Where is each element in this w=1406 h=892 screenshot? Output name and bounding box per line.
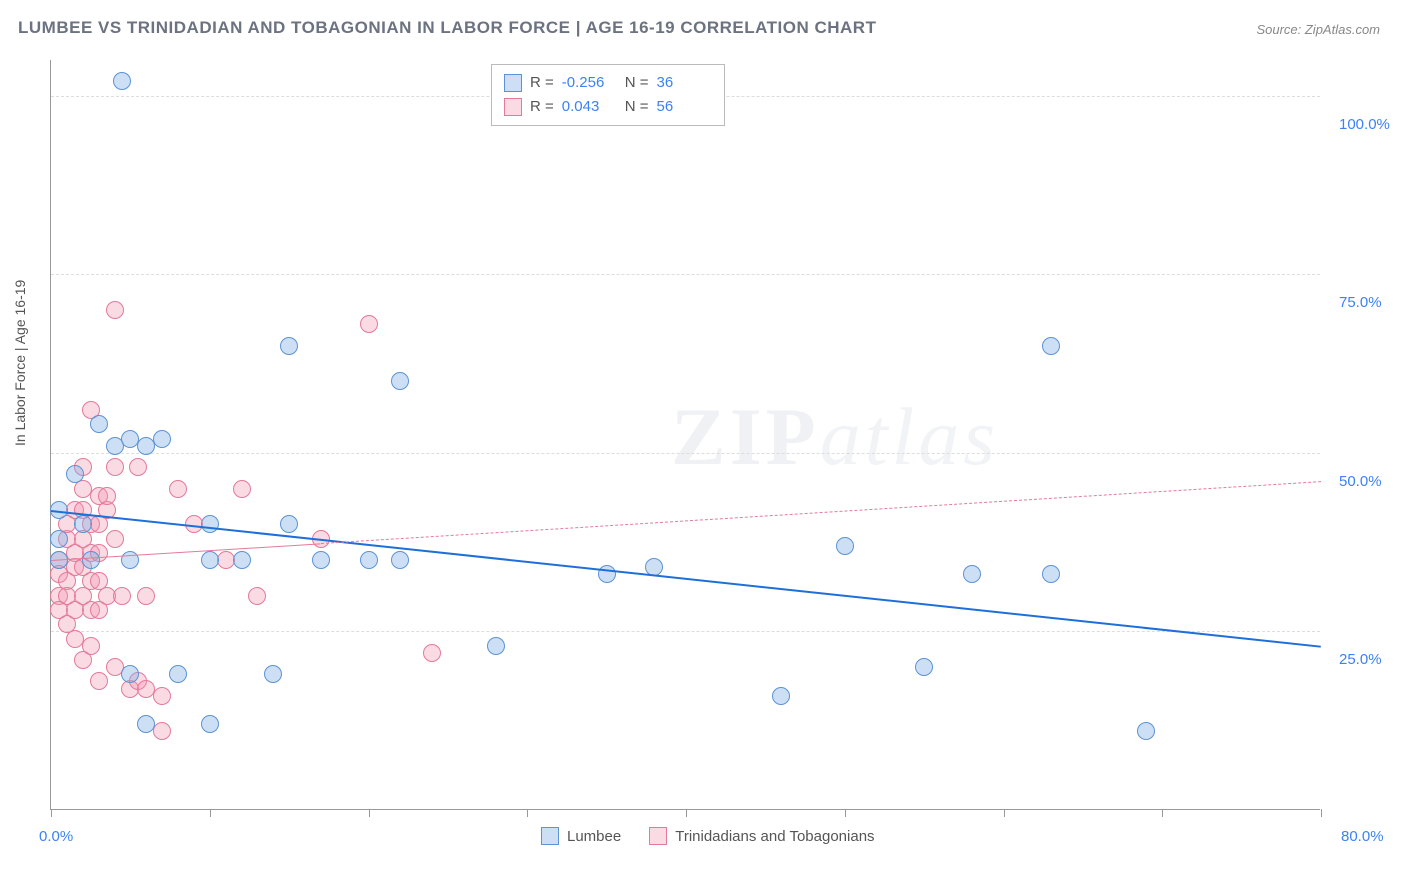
watermark: ZIPatlas xyxy=(671,390,999,484)
trinidadian-point xyxy=(106,458,124,476)
lumbee-point xyxy=(391,551,409,569)
trinidadian-point xyxy=(153,722,171,740)
r-value: 0.043 xyxy=(562,95,617,119)
x-tick-label: 0.0% xyxy=(39,828,73,845)
r-label: R = xyxy=(530,95,554,119)
n-label: N = xyxy=(625,71,649,95)
lumbee-point xyxy=(391,372,409,390)
stats-row: R = 0.043 N = 56 xyxy=(504,95,712,119)
swatch-icon xyxy=(541,827,559,845)
lumbee-point xyxy=(121,665,139,683)
lumbee-point xyxy=(1042,565,1060,583)
lumbee-point xyxy=(82,551,100,569)
trinidadian-point xyxy=(106,530,124,548)
trinidadian-point xyxy=(98,487,116,505)
x-tick xyxy=(845,809,846,817)
trinidadian-point xyxy=(169,480,187,498)
lumbee-point xyxy=(264,665,282,683)
x-tick xyxy=(210,809,211,817)
lumbee-point xyxy=(312,551,330,569)
lumbee-point xyxy=(90,415,108,433)
source-label: Source: ZipAtlas.com xyxy=(1256,22,1380,37)
trinidadian-point xyxy=(106,301,124,319)
plot-area: ZIPatlas 25.0%50.0%75.0%100.0%0.0%80.0%R… xyxy=(50,60,1320,810)
lumbee-point xyxy=(201,715,219,733)
watermark-atlas: atlas xyxy=(820,391,999,482)
y-tick-label: 25.0% xyxy=(1339,651,1382,668)
trinidadian-point xyxy=(248,587,266,605)
lumbee-point xyxy=(201,515,219,533)
x-tick xyxy=(527,809,528,817)
x-tick xyxy=(369,809,370,817)
x-tick-label: 80.0% xyxy=(1341,828,1384,845)
trinidadian-regression-dashed xyxy=(321,481,1321,544)
trinidadian-point xyxy=(90,672,108,690)
lumbee-point xyxy=(137,715,155,733)
lumbee-point xyxy=(66,465,84,483)
trinidadian-point xyxy=(137,587,155,605)
x-tick xyxy=(1321,809,1322,817)
x-tick xyxy=(686,809,687,817)
swatch-icon xyxy=(504,98,522,116)
y-tick-label: 100.0% xyxy=(1339,116,1390,133)
chart-title: LUMBEE VS TRINIDADIAN AND TOBAGONIAN IN … xyxy=(18,18,876,38)
lumbee-point xyxy=(963,565,981,583)
y-tick-label: 50.0% xyxy=(1339,473,1382,490)
lumbee-point xyxy=(360,551,378,569)
lumbee-point xyxy=(169,665,187,683)
n-value: 36 xyxy=(657,71,712,95)
trinidadian-point xyxy=(113,587,131,605)
legend-item: Trinidadians and Tobagonians xyxy=(649,827,874,845)
stats-legend: R = -0.256 N = 36 R = 0.043 N = 56 xyxy=(491,64,725,126)
series-legend: Lumbee Trinidadians and Tobagonians xyxy=(541,827,875,845)
lumbee-point xyxy=(201,551,219,569)
lumbee-point xyxy=(113,72,131,90)
y-tick-label: 75.0% xyxy=(1339,294,1382,311)
stats-row: R = -0.256 N = 36 xyxy=(504,71,712,95)
gridline xyxy=(51,631,1320,632)
x-tick xyxy=(1162,809,1163,817)
trinidadian-point xyxy=(129,458,147,476)
lumbee-point xyxy=(1137,722,1155,740)
trinidadian-point xyxy=(82,637,100,655)
lumbee-point xyxy=(1042,337,1060,355)
x-tick xyxy=(51,809,52,817)
swatch-icon xyxy=(649,827,667,845)
n-value: 56 xyxy=(657,95,712,119)
watermark-zip: ZIP xyxy=(671,391,820,482)
r-value: -0.256 xyxy=(562,71,617,95)
legend-label: Lumbee xyxy=(567,828,621,845)
lumbee-point xyxy=(280,515,298,533)
lumbee-point xyxy=(50,530,68,548)
swatch-icon xyxy=(504,74,522,92)
lumbee-point xyxy=(772,687,790,705)
lumbee-point xyxy=(74,515,92,533)
lumbee-point xyxy=(915,658,933,676)
lumbee-point xyxy=(233,551,251,569)
r-label: R = xyxy=(530,71,554,95)
trinidadian-point xyxy=(360,315,378,333)
legend-item: Lumbee xyxy=(541,827,621,845)
lumbee-point xyxy=(836,537,854,555)
gridline xyxy=(51,274,1320,275)
legend-label: Trinidadians and Tobagonians xyxy=(675,828,874,845)
lumbee-regression xyxy=(51,510,1321,648)
y-axis-label: In Labor Force | Age 16-19 xyxy=(12,280,28,446)
lumbee-point xyxy=(280,337,298,355)
lumbee-point xyxy=(487,637,505,655)
gridline xyxy=(51,453,1320,454)
x-tick xyxy=(1004,809,1005,817)
lumbee-point xyxy=(153,430,171,448)
trinidadian-point xyxy=(233,480,251,498)
n-label: N = xyxy=(625,95,649,119)
trinidadian-point xyxy=(153,687,171,705)
trinidadian-point xyxy=(423,644,441,662)
